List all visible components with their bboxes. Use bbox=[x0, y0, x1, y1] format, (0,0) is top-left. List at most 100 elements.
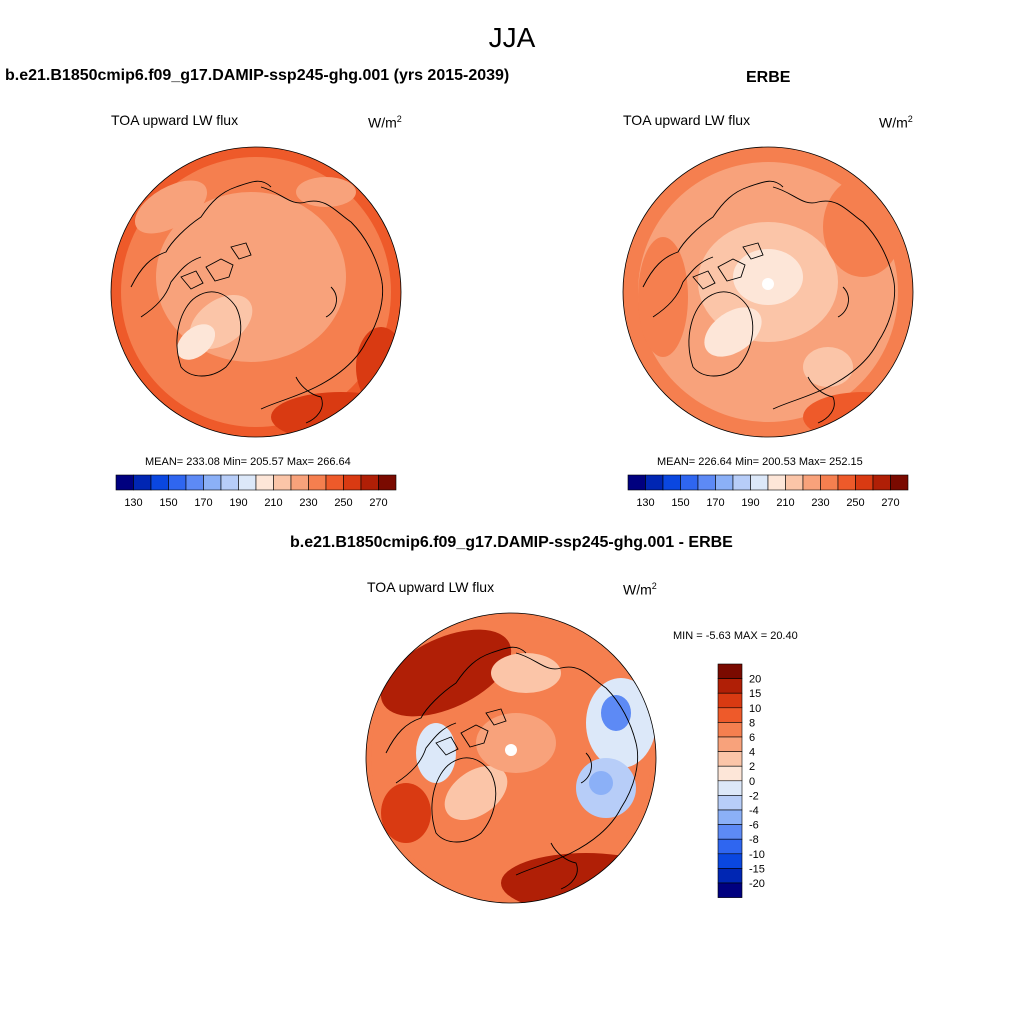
colorbar-box bbox=[168, 474, 187, 491]
colorbar-box bbox=[715, 474, 734, 491]
colorbar-tick-label: 4 bbox=[749, 747, 755, 759]
colorbar-tick-label: 190 bbox=[229, 497, 247, 509]
map-boundary bbox=[110, 146, 402, 438]
contour-patch bbox=[733, 249, 803, 305]
colorbar-tick-label: -10 bbox=[749, 849, 765, 861]
colorbar-box bbox=[717, 722, 743, 738]
diff-variable-label: TOA upward LW flux bbox=[367, 579, 495, 595]
colorbar-box bbox=[717, 663, 743, 679]
colorbar-box bbox=[115, 474, 134, 491]
north-america-coast bbox=[130, 180, 272, 288]
colorbar-tick-label: 150 bbox=[159, 497, 177, 509]
contour-patch bbox=[476, 713, 556, 773]
colorbar-box bbox=[290, 474, 309, 491]
colorbar-box bbox=[717, 853, 743, 869]
colorbar-box bbox=[820, 474, 839, 491]
colorbar-tick-label: 8 bbox=[749, 717, 755, 729]
diff-units-label: W/m2 bbox=[623, 581, 657, 598]
map-field bbox=[623, 147, 913, 437]
colorbar-box bbox=[220, 474, 239, 491]
contour-patch bbox=[444, 766, 508, 820]
colorbar-tick-label: 20 bbox=[749, 674, 761, 686]
colorbar-box bbox=[645, 474, 664, 491]
colorbar-box bbox=[837, 474, 856, 491]
colorbar-box bbox=[717, 692, 743, 709]
contour-patch bbox=[416, 723, 456, 783]
diff-polar-map bbox=[365, 612, 657, 904]
pole-hole bbox=[505, 744, 517, 756]
colorbar-tick-label: -6 bbox=[749, 820, 759, 832]
model-units-label: W/m2 bbox=[368, 114, 402, 131]
colorbar-tick-label: 250 bbox=[334, 497, 352, 509]
colorbar-tick-label: 230 bbox=[811, 497, 829, 509]
greenland-coast bbox=[688, 291, 754, 377]
greenland-coast bbox=[176, 291, 242, 377]
contour-patch bbox=[704, 307, 762, 357]
contour-patch bbox=[356, 327, 401, 407]
eurasia-coast bbox=[260, 186, 384, 410]
model-variable-label: TOA upward LW flux bbox=[111, 112, 239, 128]
colorbar-box bbox=[717, 868, 743, 884]
colorbar-tick-label: -8 bbox=[749, 834, 759, 846]
novaya-zemlya-coast bbox=[580, 752, 592, 784]
colorbar-box bbox=[627, 474, 646, 491]
map-field bbox=[366, 613, 656, 903]
map-boundary bbox=[622, 146, 914, 438]
scandinavia-coast bbox=[295, 376, 323, 424]
obs-polar-map bbox=[622, 146, 914, 438]
colorbar-box bbox=[717, 765, 743, 782]
colorbar-box bbox=[680, 474, 699, 491]
colorbar-box bbox=[273, 474, 292, 491]
colorbar-box bbox=[203, 474, 222, 491]
model-colorbar: 130 150 170 190 210 230 250 270 bbox=[115, 474, 397, 509]
coastlines bbox=[385, 646, 639, 890]
archipelago-coast bbox=[435, 708, 507, 756]
north-america-coast bbox=[385, 646, 527, 754]
colorbar-tick-label: -15 bbox=[749, 863, 765, 875]
colorbar-tick-label: 190 bbox=[741, 497, 759, 509]
colorbar-tick-label: 270 bbox=[881, 497, 899, 509]
obs-stats: MEAN= 226.64 Min= 200.53 Max= 252.15 bbox=[657, 456, 863, 468]
eurasia-coast bbox=[772, 186, 896, 410]
diff-panel-title: b.e21.B1850cmip6.f09_g17.DAMIP-ssp245-gh… bbox=[290, 534, 733, 551]
colorbar-box bbox=[150, 474, 169, 491]
colorbar-box bbox=[717, 780, 743, 796]
north-america-coast bbox=[642, 180, 784, 288]
colorbar-tick-label: -20 bbox=[749, 878, 765, 890]
colorbar-box bbox=[133, 474, 152, 491]
colorbar-tick-label: 170 bbox=[194, 497, 212, 509]
contour-patch bbox=[271, 392, 401, 437]
colorbar-tick-label: -2 bbox=[749, 790, 759, 802]
archipelago-coast bbox=[692, 242, 764, 290]
colorbar-box bbox=[717, 707, 743, 723]
colorbar-tick-label: 150 bbox=[671, 497, 689, 509]
colorbar-box bbox=[890, 474, 909, 491]
map-boundary bbox=[365, 612, 657, 904]
colorbar-box bbox=[785, 474, 804, 491]
contour-patch bbox=[803, 392, 913, 437]
model-polar-map bbox=[110, 146, 402, 438]
colorbar-box bbox=[717, 795, 743, 811]
colorbar-box bbox=[662, 474, 681, 491]
colorbar-tick-label: 15 bbox=[749, 688, 761, 700]
colorbar-box bbox=[378, 474, 397, 491]
model-panel-title: b.e21.B1850cmip6.f09_g17.DAMIP-ssp245-gh… bbox=[5, 67, 510, 84]
colorbar-tick-label: 10 bbox=[749, 703, 761, 715]
colorbar-box bbox=[238, 474, 257, 491]
colorbar-box bbox=[872, 474, 891, 491]
novaya-zemlya-coast bbox=[325, 286, 337, 318]
contour-patch bbox=[491, 653, 561, 693]
colorbar-box bbox=[855, 474, 874, 491]
contour-patch bbox=[381, 783, 431, 843]
coastlines bbox=[130, 180, 384, 424]
colorbar-box bbox=[717, 751, 743, 767]
colorbar-tick-label: 130 bbox=[636, 497, 654, 509]
model-stats: MEAN= 233.08 Min= 205.57 Max= 266.64 bbox=[145, 456, 351, 468]
obs-panel-title: ERBE bbox=[746, 69, 791, 86]
pole-hole bbox=[762, 278, 774, 290]
colorbar-tick-label: 170 bbox=[706, 497, 724, 509]
colorbar-box bbox=[255, 474, 274, 491]
diff-min-max: MIN = -5.63 MAX = 20.40 bbox=[673, 630, 798, 642]
colorbar-box bbox=[717, 678, 743, 694]
